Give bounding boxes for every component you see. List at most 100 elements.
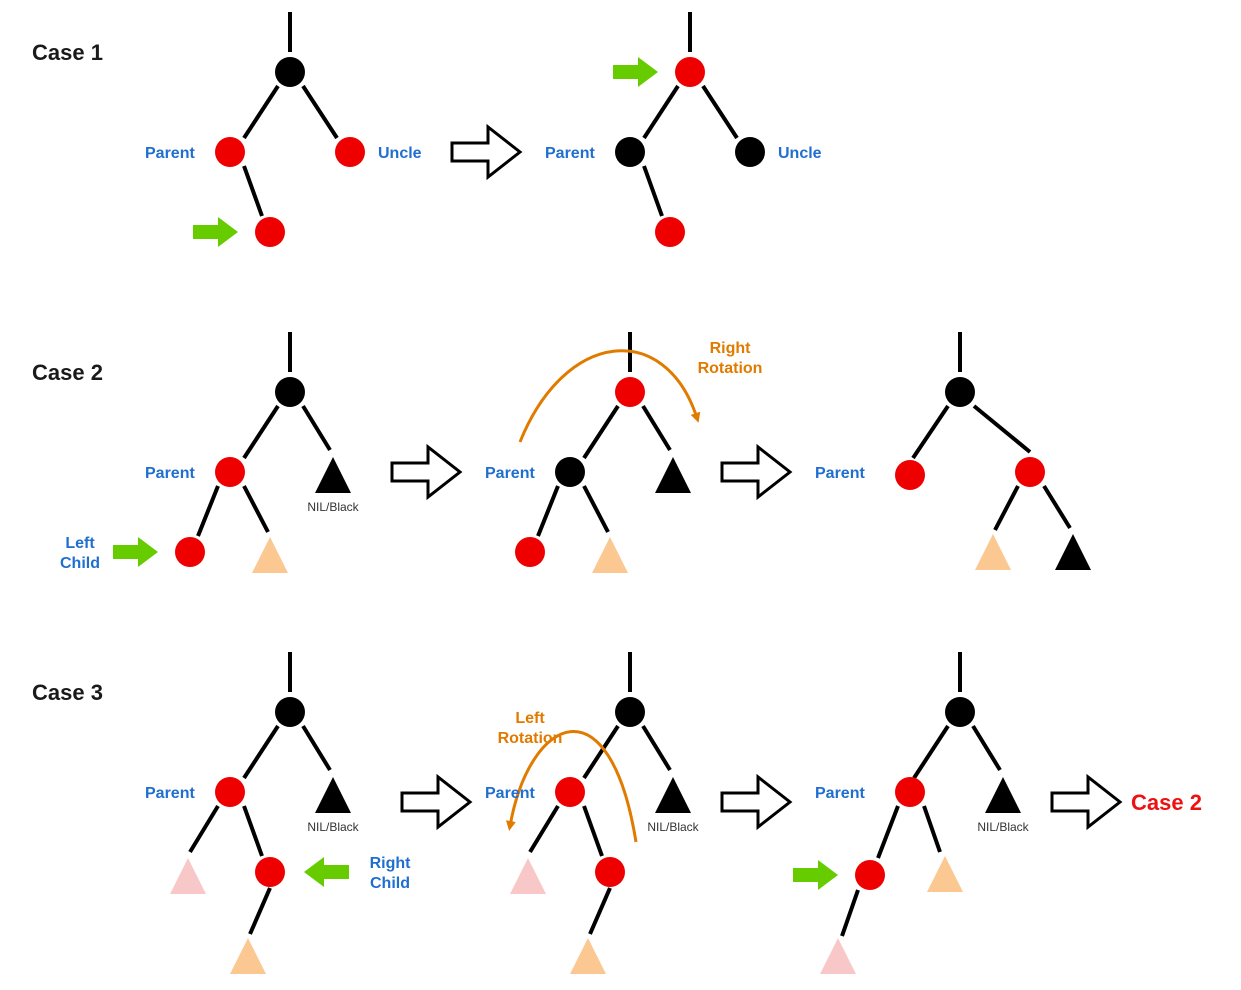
nil-black-leaf xyxy=(985,777,1021,813)
tree-edge xyxy=(536,485,560,537)
subtree-triangle-pink xyxy=(510,858,546,894)
tree-edge xyxy=(588,887,612,935)
tree-edge xyxy=(911,404,950,460)
left-child-node-red xyxy=(175,537,205,567)
tree-edge xyxy=(301,84,339,140)
case1-section: Case 1 Parent Uncle Par xyxy=(32,12,822,247)
rotation-label-line1: Right xyxy=(710,340,752,357)
right-rotation-arrow xyxy=(518,349,701,443)
parent-label: Parent xyxy=(145,465,195,482)
transition-arrow-icon xyxy=(1050,773,1123,831)
subtree-triangle-tan xyxy=(570,938,606,974)
left-child-label-line1: Left xyxy=(65,535,95,552)
tree-edge xyxy=(1042,484,1072,530)
parent-node-red xyxy=(215,777,245,807)
tree-edge xyxy=(582,724,620,780)
right-child-node-red xyxy=(255,857,285,887)
parent-label: Parent xyxy=(485,785,535,802)
tree-edge xyxy=(641,404,672,452)
subtree-triangle-tan xyxy=(592,537,628,573)
rotation-label-line2: Rotation xyxy=(698,360,763,377)
case2-title: Case 2 xyxy=(32,360,103,385)
left-rotation-arrow xyxy=(505,730,638,843)
uncle-label: Uncle xyxy=(378,145,422,162)
green-pointer-arrow-icon xyxy=(613,57,658,87)
uncle-node-black xyxy=(735,137,765,167)
tree-edge xyxy=(248,887,272,935)
right-child-label-line2: Child xyxy=(370,875,410,892)
grandparent-node-red xyxy=(1015,457,1045,487)
parent-node-red xyxy=(215,137,245,167)
tree-edge xyxy=(582,485,610,533)
transition-arrow-icon xyxy=(390,443,463,501)
rotation-label-line1: Left xyxy=(515,710,545,727)
tree-edge xyxy=(242,724,280,780)
tree-edge xyxy=(582,805,604,857)
parent-node-black xyxy=(555,457,585,487)
case1-before-tree: Parent Uncle xyxy=(145,12,422,247)
green-pointer-arrow-icon xyxy=(113,537,158,567)
tree-edge xyxy=(641,724,672,772)
grandparent-node-black xyxy=(275,57,305,87)
tree-edge xyxy=(701,84,739,140)
tree-edge xyxy=(301,404,332,452)
subtree-triangle-tan xyxy=(230,938,266,974)
left-child-node-red xyxy=(895,460,925,490)
rotation-label-line2: Rotation xyxy=(498,730,563,747)
right-child-label-line1: Right xyxy=(370,855,412,872)
parent-node-black xyxy=(945,377,975,407)
nil-black-leaf xyxy=(315,777,351,813)
grandparent-node-black xyxy=(275,697,305,727)
case3-tree-initial: Parent NIL/Black Right Child xyxy=(145,652,411,974)
uncle-node-red xyxy=(335,137,365,167)
tree-edge xyxy=(242,805,264,857)
new-node-red xyxy=(255,217,285,247)
subtree-triangle-tan xyxy=(927,856,963,892)
tree-edge xyxy=(242,485,270,533)
left-child-node-red xyxy=(515,537,545,567)
parent-label: Parent xyxy=(145,785,195,802)
right-child-node-red xyxy=(595,857,625,887)
subtree-triangle-tan xyxy=(975,534,1011,570)
case3-tree-rotating: Left Rotation Parent NIL/Black xyxy=(485,652,700,974)
tree-edge xyxy=(528,804,560,854)
tree-edge xyxy=(242,165,264,217)
parent-node-red xyxy=(215,457,245,487)
tree-edge xyxy=(301,724,332,772)
parent-label: Parent xyxy=(145,145,195,162)
parent-label: Parent xyxy=(815,785,865,802)
green-pointer-arrow-icon xyxy=(304,857,349,887)
case3-section: Case 3 Parent NIL/Black Right Child xyxy=(32,652,1202,974)
nil-black-leaf xyxy=(655,777,691,813)
parent-node-red xyxy=(895,777,925,807)
case3-title: Case 3 xyxy=(32,680,103,705)
case2-result-label: Case 2 xyxy=(1131,790,1202,815)
parent-label: Parent xyxy=(485,465,535,482)
tree-edge xyxy=(912,724,950,780)
transition-arrow-icon xyxy=(720,443,793,501)
tree-edge xyxy=(840,889,860,937)
green-pointer-arrow-icon xyxy=(793,860,838,890)
nil-black-leaf xyxy=(1055,534,1091,570)
case2-tree-rotated: Parent xyxy=(815,332,1091,570)
tree-edge xyxy=(188,804,220,854)
parent-node-red xyxy=(555,777,585,807)
tree-edge xyxy=(971,724,1002,772)
subtree-triangle-pink xyxy=(170,858,206,894)
nil-black-label: NIL/Black xyxy=(977,820,1029,834)
case3-tree-rotated: Parent NIL/Black xyxy=(793,652,1030,974)
nil-black-label: NIL/Black xyxy=(307,820,359,834)
tree-edge xyxy=(242,84,280,140)
transition-arrow-icon xyxy=(400,773,473,831)
uncle-label: Uncle xyxy=(778,145,822,162)
new-node-red xyxy=(655,217,685,247)
case1-after-tree: Parent Uncle xyxy=(545,12,822,247)
case2-tree-recolored: Right Rotation Parent xyxy=(485,332,762,573)
parent-label: Parent xyxy=(545,145,595,162)
tree-edge xyxy=(196,485,220,537)
tree-edge xyxy=(242,404,280,460)
subtree-triangle-pink xyxy=(820,938,856,974)
nil-black-leaf xyxy=(315,457,351,493)
tree-edge xyxy=(582,404,620,460)
